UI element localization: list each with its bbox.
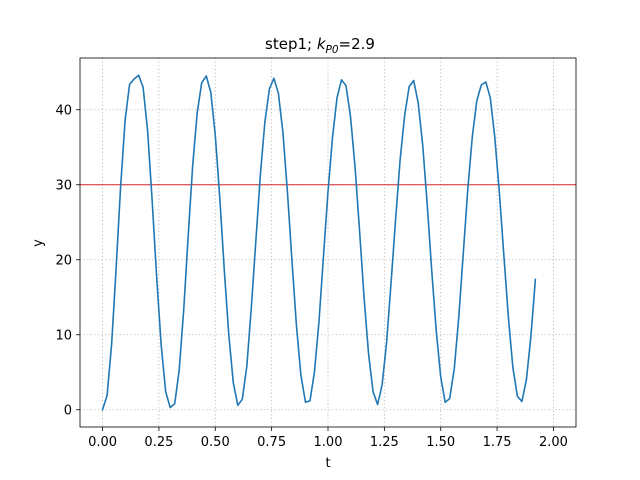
- x-tick-label: 2.00: [539, 435, 568, 450]
- x-tick-label: 0.25: [144, 435, 173, 450]
- x-tick-label: 1.75: [483, 435, 512, 450]
- y-tick-label: 10: [55, 328, 72, 343]
- series-group: [101, 74, 537, 411]
- series-line: [101, 74, 537, 411]
- y-axis-ticks: 0 10 20 30 40: [55, 103, 80, 418]
- x-tick-label: 0.75: [257, 435, 286, 450]
- chart-title: step1; kP0=2.9: [265, 35, 375, 56]
- x-tick-label: 0.50: [201, 435, 230, 450]
- y-axis-label: y: [31, 239, 46, 247]
- y-tick-label: 40: [55, 103, 72, 118]
- y-tick-label: 30: [55, 178, 72, 193]
- y-tick-label: 0: [64, 403, 72, 418]
- x-axis-label: t: [325, 456, 330, 471]
- x-axis-ticks: 0.00 0.25 0.50 0.75 1.00 1.25 1.50 1.75 2.00: [88, 427, 568, 450]
- x-tick-label: 1.25: [370, 435, 399, 450]
- y-tick-label: 20: [55, 253, 72, 268]
- x-tick-label: 0.00: [88, 435, 117, 450]
- x-tick-label: 1.50: [426, 435, 455, 450]
- grid-lines: [80, 58, 576, 427]
- title-subscript: P0: [326, 44, 339, 56]
- x-tick-label: 1.00: [314, 435, 343, 450]
- title-variable: k: [317, 35, 327, 53]
- title-suffix: =2.9: [339, 35, 375, 53]
- title-prefix: step1;: [265, 35, 317, 53]
